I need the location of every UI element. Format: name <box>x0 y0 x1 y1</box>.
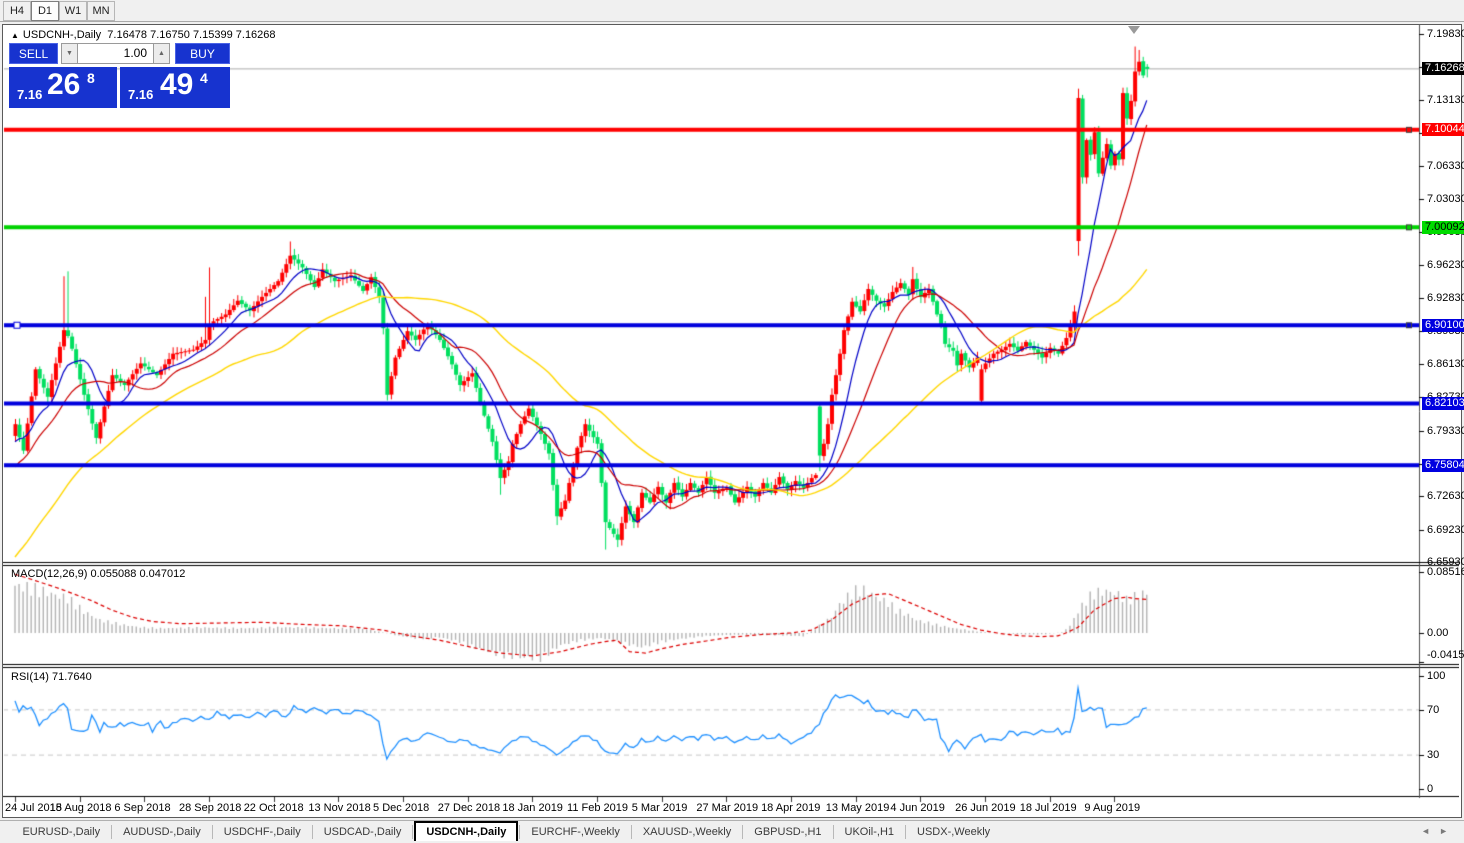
date-axis-label: 27 Mar 2019 <box>696 802 759 814</box>
price-axis-tick-label: 6.92830 <box>1427 292 1464 305</box>
macd-main-value: 0.055088 <box>90 568 137 580</box>
timeframe-button-w1[interactable]: W1 <box>59 1 87 21</box>
buy-button[interactable]: BUY <box>175 43 230 64</box>
price-axis-tick-label: 6.86130 <box>1427 358 1464 371</box>
date-axis-label: 27 Dec 2018 <box>437 802 501 814</box>
date-axis-label: 24 Jul 2018 <box>5 802 62 814</box>
sell-price-display[interactable]: 7.16 26 8 <box>9 67 117 108</box>
tab-separator <box>742 825 744 839</box>
tab-separator <box>519 825 521 839</box>
collapse-arrow-icon[interactable]: ▲ <box>11 31 19 40</box>
tab-scroll-left-icon[interactable]: ◄ <box>1421 826 1430 836</box>
date-axis-label: 18 Jan 2019 <box>502 802 563 814</box>
tab-separator <box>211 825 213 839</box>
tab-separator <box>832 825 834 839</box>
tab-separator <box>905 825 907 839</box>
rsi-scale-label: 0 <box>1427 783 1434 795</box>
chart-tab-usdcaddaily[interactable]: USDCAD-,Daily <box>323 826 402 838</box>
tab-scroll-right-icon[interactable]: ► <box>1439 826 1448 836</box>
tab-separator <box>412 825 414 839</box>
price-axis-tick-label: 7.19830 <box>1427 28 1464 40</box>
chart-tab-bar: EURUSD-,Daily AUDUSD-,Daily USDCHF-,Daily U… <box>0 820 1464 843</box>
ohlc-high: 7.16750 <box>150 29 190 41</box>
date-axis-label: 22 Oct 2018 <box>243 802 304 814</box>
one-click-trading-panel: SELL ▼ 1.00 ▲ BUY 7.16 26 8 7.16 49 4 <box>9 43 230 108</box>
date-axis-label: 28 Sep 2018 <box>179 802 242 814</box>
timeframe-button-mn[interactable]: MN <box>87 1 115 21</box>
price-axis-tick-label: 6.69230 <box>1427 523 1464 536</box>
chart-tab-gbpusdh1[interactable]: GBPUSD-,H1 <box>754 826 822 838</box>
price-axis-tick-label: 7.06330 <box>1427 160 1464 173</box>
tab-separator <box>311 825 313 839</box>
date-axis-label: 26 Jun 2019 <box>955 802 1016 814</box>
chart-tab-ukoilh1[interactable]: UKOil-,H1 <box>844 826 895 838</box>
date-axis-label: 18 Jul 2019 <box>1019 802 1077 814</box>
sell-price-point: 8 <box>87 70 95 86</box>
macd-scale-label: -0.041597 <box>1427 649 1464 661</box>
chart-title: ▲ USDCNH-,Daily 7.16478 7.16750 7.15399 7… <box>11 29 276 41</box>
chart-tab-usdxweekly[interactable]: USDX-,Weekly <box>917 826 991 838</box>
date-axis-label: 13 Nov 2018 <box>308 802 371 814</box>
chart-shift-marker-icon[interactable] <box>1128 26 1140 34</box>
chart-symbol-label: USDCNH-,Daily <box>22 29 102 41</box>
volume-increase-button[interactable]: ▲ <box>153 43 170 64</box>
buy-price-pips: 49 <box>160 68 194 101</box>
buy-price-base: 7.16 <box>128 87 154 102</box>
chart-tab-audusddaily[interactable]: AUDUSD-,Daily <box>123 826 201 838</box>
chart-tab-eurusddaily[interactable]: EURUSD-,Daily <box>22 826 101 838</box>
date-axis-label: 5 Dec 2018 <box>373 802 430 814</box>
date-axis-label: 4 Jun 2019 <box>890 802 945 814</box>
date-axis-label: 6 Sep 2018 <box>114 802 171 814</box>
chart-tab-eurchfweekly[interactable]: EURCHF-,Weekly <box>531 826 620 838</box>
buy-price-display[interactable]: 7.16 49 4 <box>120 67 230 108</box>
sell-price-pips: 26 <box>47 68 81 101</box>
price-axis-tick-label: 6.79330 <box>1427 424 1464 437</box>
date-axis-label: 11 Feb 2019 <box>567 802 629 814</box>
timeframe-toolbar: H4 D1 W1 MN <box>0 0 1464 22</box>
volume-decrease-button[interactable]: ▼ <box>61 43 78 64</box>
tab-separator <box>111 825 113 839</box>
macd-scale-label: 0.085164 <box>1427 565 1464 578</box>
price-axis-marker: 7.10044 <box>1422 123 1464 137</box>
date-axis-label: 9 Aug 2019 <box>1084 802 1141 814</box>
macd-signal-value: 0.047012 <box>139 568 186 580</box>
volume-input[interactable]: 1.00 <box>77 43 154 64</box>
price-axis-tick-label: 7.13130 <box>1427 93 1464 106</box>
buy-price-point: 4 <box>200 70 208 86</box>
price-axis-marker: 6.90100 <box>1422 318 1464 332</box>
price-axis-tick-label: 6.96230 <box>1427 259 1464 272</box>
sell-button[interactable]: SELL <box>9 43 58 64</box>
price-axis-marker: 6.82103 <box>1422 397 1464 411</box>
price-axis-tick-label: 6.72630 <box>1427 490 1464 503</box>
timeframe-button-h4[interactable]: H4 <box>3 1 31 21</box>
price-axis-marker: 7.16268 <box>1422 62 1464 76</box>
ohlc-low: 7.15399 <box>192 29 233 41</box>
price-axis-marker: 6.75804 <box>1422 458 1464 472</box>
rsi-scale-label: 100 <box>1427 670 1446 682</box>
chart-tab-usdcnhdaily[interactable]: USDCNH-,Daily <box>414 821 519 841</box>
date-axis-label: 18 Apr 2019 <box>761 802 821 814</box>
ohlc-close: 7.16268 <box>235 29 276 41</box>
date-axis-label: 13 May 2019 <box>825 802 890 814</box>
macd-scale-label: 0.00 <box>1427 627 1449 639</box>
price-axis-marker: 7.00092 <box>1422 220 1464 234</box>
rsi-scale-label: 70 <box>1427 703 1440 716</box>
sell-price-base: 7.16 <box>17 87 43 102</box>
timeframe-button-d1[interactable]: D1 <box>31 1 59 21</box>
chart-tab-xauusdweekly[interactable]: XAUUSD-,Weekly <box>642 826 732 838</box>
rsi-value: 71.7640 <box>51 671 92 683</box>
price-chart-canvas[interactable] <box>3 25 1459 815</box>
price-axis-tick-label: 6.65930 <box>1427 556 1464 568</box>
ohlc-open: 7.16478 <box>107 29 148 41</box>
chart-tab-usdchfdaily[interactable]: USDCHF-,Daily <box>223 826 301 838</box>
rsi-indicator-label: RSI(14) 71.7640 <box>11 671 92 683</box>
macd-indicator-label: MACD(12,26,9) 0.055088 0.047012 <box>11 568 186 580</box>
rsi-scale-label: 30 <box>1427 749 1440 762</box>
date-axis-label: 15 Aug 2018 <box>49 802 112 814</box>
price-axis-tick-label: 7.03030 <box>1427 192 1464 205</box>
chart-window: ▲ USDCNH-,Daily 7.16478 7.16750 7.15399 7… <box>2 24 1464 818</box>
date-axis-label: 5 Mar 2019 <box>631 802 688 814</box>
tab-separator <box>630 825 632 839</box>
